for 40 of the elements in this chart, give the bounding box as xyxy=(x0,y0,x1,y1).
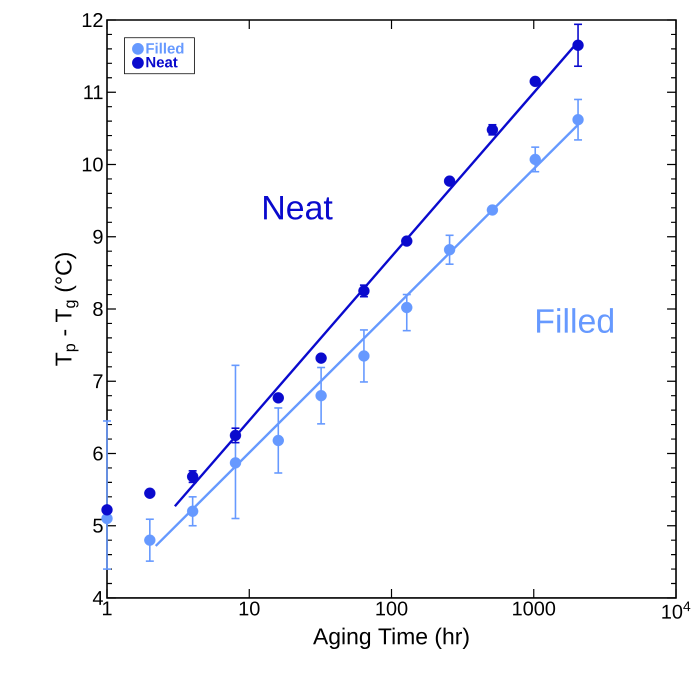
point xyxy=(358,350,370,362)
point xyxy=(144,488,156,499)
legend-label: Filled xyxy=(146,42,184,54)
y-tick-label: 6 xyxy=(93,446,103,461)
y-tick-label: 12 xyxy=(82,13,102,27)
annotation: Neat xyxy=(264,196,333,220)
y-tick-label: 4 xyxy=(92,591,103,605)
point xyxy=(530,154,541,166)
y-axis-title: T$_{p}$ - T$_{g}$ (°C) xyxy=(54,253,78,366)
point xyxy=(572,114,584,126)
x-tick-label: 10$^{4}$ xyxy=(662,602,690,619)
point xyxy=(444,244,456,256)
x-tick-label: 10 xyxy=(240,602,260,616)
point xyxy=(530,76,541,88)
y-tick-label: 10 xyxy=(82,157,103,172)
point xyxy=(401,235,412,247)
legend-label: Neat xyxy=(146,57,178,68)
point xyxy=(186,506,198,517)
point xyxy=(101,504,113,516)
x-tick-label: 100 xyxy=(376,602,408,616)
point xyxy=(230,457,242,469)
y-tick-label: 11 xyxy=(84,85,103,100)
point xyxy=(315,390,327,402)
y-tick-label: 8 xyxy=(93,302,103,316)
point xyxy=(401,302,412,314)
y-tick-label: 5 xyxy=(93,518,103,533)
x-tick-label: 1000 xyxy=(513,602,556,616)
point xyxy=(272,434,284,446)
y-tick-label: 9 xyxy=(93,230,103,244)
y-tick-label: 7 xyxy=(93,374,102,388)
x-tick-label: 1 xyxy=(102,602,112,616)
point xyxy=(315,352,327,364)
x-axis-title: Aging Time (hr) xyxy=(313,628,469,649)
point xyxy=(486,204,498,216)
point xyxy=(272,392,284,404)
point xyxy=(230,430,242,442)
annotation: Filled xyxy=(537,308,613,333)
point xyxy=(144,534,156,546)
point xyxy=(572,40,584,51)
point xyxy=(444,175,456,187)
